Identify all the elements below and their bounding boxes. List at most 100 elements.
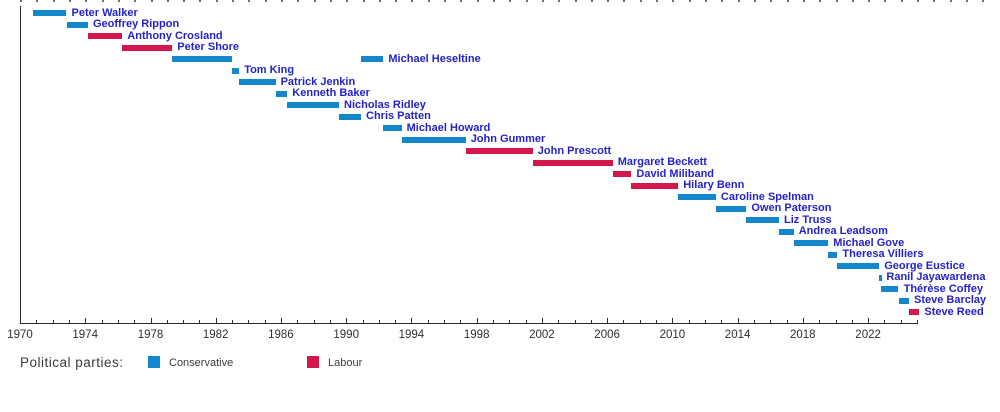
timeline-bar: [746, 217, 779, 223]
conservative-color-swatch: [148, 356, 160, 368]
timeline-bar: [532, 159, 613, 166]
top-axis-tick: [52, 0, 55, 2]
x-axis-tick-label: 1994: [398, 329, 425, 341]
x-axis-tick: [558, 320, 560, 324]
person-label: Caroline Spelman: [720, 190, 814, 203]
top-axis-tick: [965, 0, 968, 2]
top-axis-tick: [933, 0, 936, 2]
x-axis-tick-label: 1978: [137, 329, 164, 341]
x-axis-tick: [607, 318, 609, 324]
x-axis-tick: [313, 320, 315, 324]
x-axis-tick: [362, 320, 364, 324]
x-axis-tick: [819, 320, 821, 324]
x-axis-tick: [232, 320, 233, 324]
top-axis-tick: [705, 0, 707, 2]
x-axis-tick-label: 1986: [268, 329, 294, 341]
x-axis-tick: [280, 318, 282, 324]
person-label: Peter Shore: [177, 41, 240, 53]
x-axis-tick: [476, 318, 478, 324]
top-axis-tick: [525, 0, 528, 2]
top-axis-tick: [134, 0, 137, 2]
top-axis-tick: [819, 0, 822, 2]
top-axis-tick: [721, 0, 724, 2]
top-axis-tick: [248, 0, 251, 2]
top-axis-tick: [590, 0, 593, 2]
top-axis-tick: [444, 0, 446, 2]
x-axis-tick: [656, 320, 658, 324]
top-axis-tick: [835, 0, 838, 2]
legend-item-conservative: Conservative: [169, 357, 234, 369]
person-label: Kenneth Baker: [292, 87, 370, 99]
x-axis-tick-label: 1974: [72, 329, 98, 341]
x-axis-tick: [525, 320, 527, 324]
top-axis-tick: [411, 0, 414, 2]
x-axis-tick: [36, 320, 38, 324]
top-axis-tick: [183, 0, 186, 2]
timeline-bar: [612, 171, 632, 177]
x-axis-tick-label: 2018: [790, 329, 816, 341]
timeline-bar: [779, 228, 794, 235]
person-label: Patrick Jenkin: [280, 75, 356, 88]
x-axis-tick: [770, 320, 772, 324]
top-axis-tick: [20, 0, 22, 2]
x-axis-tick: [166, 320, 168, 324]
timeline-bar: [465, 148, 533, 154]
top-axis-tick: [982, 0, 985, 2]
top-axis-tick: [493, 0, 495, 2]
timeline-bar: [66, 21, 88, 28]
timeline-bar: [275, 90, 288, 97]
x-axis-tick: [183, 320, 185, 324]
person-label: Michael Heseltine: [388, 52, 481, 65]
x-axis-line: [20, 323, 918, 325]
x-axis-tick: [753, 320, 755, 324]
top-axis-tick: [949, 0, 952, 2]
top-axis-tick: [737, 0, 740, 2]
timeline-bar: [631, 182, 679, 189]
x-axis-tick: [346, 318, 348, 324]
top-axis-tick: [85, 0, 88, 2]
top-axis-tick: [101, 0, 104, 2]
x-axis-tick: [917, 320, 918, 324]
person-label: Liz Truss: [784, 213, 832, 226]
x-axis-tick: [395, 320, 397, 324]
timeline-bar: [678, 194, 716, 200]
top-axis-tick: [150, 0, 153, 2]
x-axis-tick: [20, 318, 21, 324]
top-axis-tick: [656, 0, 659, 2]
timeline-bar: [232, 67, 240, 74]
top-axis-tick: [672, 0, 675, 2]
x-axis-tick-label: 2010: [659, 329, 686, 341]
person-label: Michael Gove: [833, 236, 905, 249]
timeline-bar: [793, 240, 829, 246]
person-label: Tom King: [244, 64, 295, 76]
timeline-bar: [122, 44, 173, 51]
person-label: Steve Barclay: [914, 294, 987, 306]
top-axis-tick: [753, 0, 756, 2]
person-label: Steve Reed: [924, 305, 984, 318]
timeline-bar: [88, 33, 123, 39]
person-label: Geoffrey Rippon: [93, 18, 180, 30]
x-axis-tick: [444, 320, 445, 324]
x-axis-tick: [835, 320, 837, 324]
x-axis-tick: [427, 320, 429, 324]
x-axis-tick: [737, 318, 739, 324]
person-label: Hilary Benn: [683, 179, 745, 191]
timeline-bar: [909, 309, 920, 315]
person-label: Margaret Beckett: [617, 156, 707, 168]
person-label: Thérèse Coffey: [903, 282, 984, 295]
x-axis-tick: [851, 320, 853, 324]
top-axis-tick: [770, 0, 773, 2]
top-axis-tick: [117, 0, 120, 2]
timeline-bar: [881, 286, 899, 292]
x-axis-tick: [509, 320, 511, 324]
top-axis-tick: [427, 0, 430, 2]
top-axis-tick: [395, 0, 398, 2]
x-axis-tick: [150, 318, 152, 324]
timeline-bar: [401, 136, 466, 143]
x-axis-tick: [623, 320, 625, 324]
x-axis-tick-label: 2002: [529, 329, 555, 341]
top-axis-tick: [574, 0, 577, 2]
x-axis-tick: [378, 320, 380, 324]
x-axis-tick: [900, 320, 902, 324]
x-axis-tick: [868, 318, 870, 324]
